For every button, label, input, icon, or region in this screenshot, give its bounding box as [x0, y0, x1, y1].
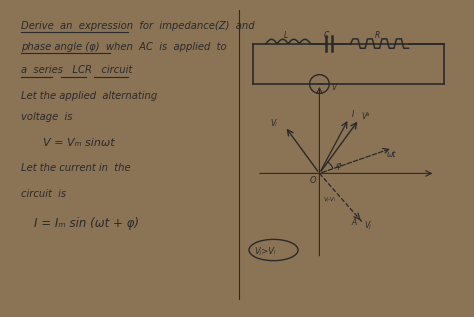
Text: V = Vₘ sinωt: V = Vₘ sinωt: [43, 138, 115, 148]
Text: Derive  an  expression  for  impedance(Z)  and: Derive an expression for impedance(Z) an…: [21, 21, 255, 31]
Text: L: L: [284, 31, 288, 41]
Text: Vₗ: Vₗ: [271, 119, 277, 128]
Text: phase angle (φ)  when  AC  is  applied  to: phase angle (φ) when AC is applied to: [21, 42, 227, 52]
Text: voltage  is: voltage is: [21, 112, 73, 122]
Text: ωt: ωt: [387, 150, 397, 159]
Text: Vⱼ-Vₗ: Vⱼ-Vₗ: [324, 197, 336, 202]
Text: R: R: [375, 31, 380, 40]
Text: ~: ~: [317, 80, 325, 90]
Text: circuit  is: circuit is: [21, 189, 66, 199]
Text: Let the applied  alternating: Let the applied alternating: [21, 91, 157, 101]
Text: I: I: [351, 110, 354, 119]
Text: Vⱼ: Vⱼ: [364, 221, 371, 230]
Text: A: A: [352, 218, 357, 227]
Text: I = Iₘ sin (ωt + φ): I = Iₘ sin (ωt + φ): [34, 217, 139, 230]
Text: φ: φ: [336, 161, 341, 170]
Text: Vⱼ>Vₗ: Vⱼ>Vₗ: [255, 247, 276, 256]
Text: a  series   LCR   circuit: a series LCR circuit: [21, 65, 132, 75]
Text: O: O: [310, 176, 316, 185]
Text: Let the current in  the: Let the current in the: [21, 163, 130, 173]
Text: Vᴬ: Vᴬ: [361, 112, 370, 121]
Text: C: C: [324, 31, 329, 40]
Text: V: V: [332, 83, 337, 92]
